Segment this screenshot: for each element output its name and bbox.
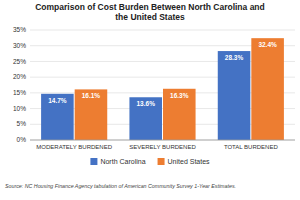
bar: [163, 89, 196, 140]
legend-swatch: [158, 158, 165, 165]
chart: Comparison of Cost Burden Between North …: [0, 0, 300, 200]
grid-line: [30, 140, 295, 141]
data-labels: 14.7% 13.6% 28.3% 16.1% 16.3% 32.4%: [48, 41, 277, 107]
y-tick-label: 15%: [13, 89, 26, 96]
legend: North Carolina United States: [90, 158, 210, 165]
x-tick-label: SEVERELY BURDENED: [129, 144, 196, 150]
y-tick-label: 20%: [13, 73, 26, 80]
legend-label: North Carolina: [100, 158, 145, 165]
title: Comparison of Cost Burden Between North …: [35, 2, 265, 22]
y-tick-label: 5%: [17, 120, 27, 127]
y-tick-label: 25%: [13, 58, 26, 65]
bar: [251, 38, 284, 140]
bar: [129, 97, 162, 140]
grid: [30, 30, 295, 140]
y-tick-label: 10%: [13, 105, 26, 112]
legend-label: United States: [168, 158, 211, 165]
x-axis-line: [30, 140, 295, 141]
y-tick-label: 30%: [13, 42, 26, 49]
data-label: 14.7%: [48, 97, 67, 104]
title-line: Comparison of Cost Burden Between North …: [35, 2, 265, 12]
title-line: the United States: [115, 12, 185, 22]
legend-swatch: [90, 158, 97, 165]
data-label: 13.6%: [136, 100, 155, 107]
bar: [218, 51, 251, 140]
x-tick-label: MODERATELY BURDENED: [36, 144, 112, 150]
x-tick-label: TOTAL BURDENED: [224, 144, 279, 150]
bars: [41, 38, 284, 140]
data-label: 16.1%: [82, 92, 101, 99]
grid-line: [30, 30, 295, 31]
bar: [41, 94, 74, 140]
source-note: Source: NC Housing Finance Agency tabula…: [5, 183, 236, 189]
y-tick-label: 35%: [13, 26, 26, 33]
data-label: 16.3%: [170, 92, 189, 99]
data-label: 28.3%: [225, 54, 244, 61]
y-tick-label: 0%: [17, 136, 27, 143]
data-label: 32.4%: [258, 41, 277, 48]
bar: [75, 89, 108, 140]
